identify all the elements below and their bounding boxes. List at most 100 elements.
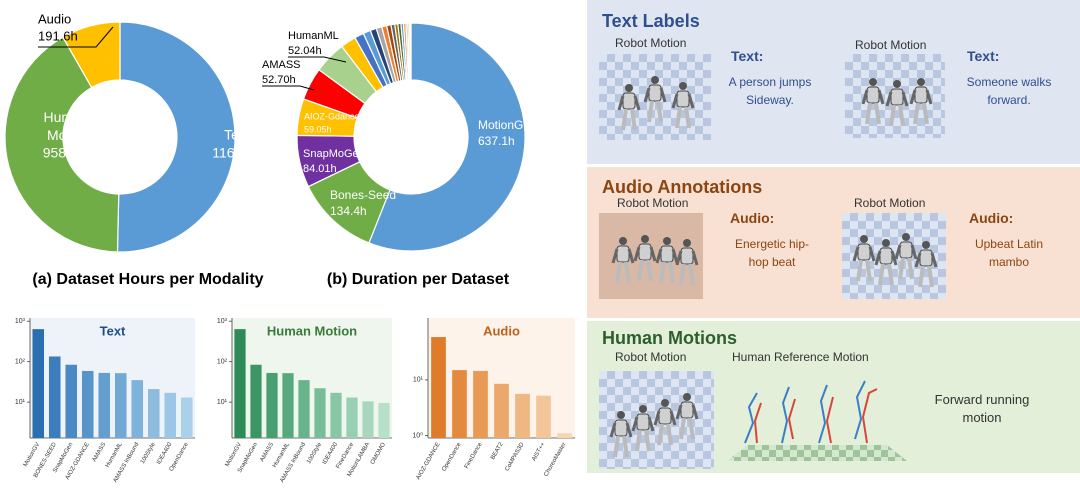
panel-title: Text Labels <box>602 11 700 31</box>
y-tick-label: 10⁰ <box>412 431 423 439</box>
donut-slice <box>368 22 526 252</box>
slice-label: SnapMoGen <box>303 148 365 160</box>
chart-title: Text <box>100 323 126 338</box>
y-tick-label: 10¹ <box>413 377 424 384</box>
x-tick-label: AMASS <box>92 442 108 463</box>
x-tick-label: MotionGV <box>23 442 42 468</box>
slice-value-label: 59.05h <box>304 124 332 134</box>
slice-label: Audio <box>38 11 71 26</box>
label: Text: <box>967 48 1000 64</box>
robot-image <box>599 213 703 299</box>
x-tick-label: CoMPAS3D <box>504 441 525 472</box>
leader-line <box>288 56 347 63</box>
chart-title: Audio <box>483 323 520 338</box>
leader-line <box>262 85 315 91</box>
x-tick-label: FineDance <box>464 441 484 470</box>
x-tick-label: 100Style <box>140 441 157 465</box>
slice-value-label: 1166.6h <box>212 145 262 161</box>
bar <box>452 370 467 438</box>
y-tick-label: 10² <box>217 359 228 366</box>
slice-value-label: 84.01h <box>303 163 337 175</box>
slice-value-label: 52.04h <box>288 45 322 57</box>
audio-label: Energetic hip-hop beat <box>734 237 810 269</box>
x-tick-label: OpenDance <box>441 441 463 472</box>
label-line: Motion <box>47 127 89 143</box>
leader-line <box>38 26 114 48</box>
x-tick-label: BEAT2 <box>490 441 505 461</box>
bar <box>65 364 78 438</box>
x-tick-label: ChoreoMaster <box>543 442 567 478</box>
chart-title: Human Motion <box>267 323 357 338</box>
label: Audio: <box>969 210 1014 226</box>
bar <box>431 337 446 438</box>
caption: Robot Motion <box>617 196 689 210</box>
bar <box>314 388 326 438</box>
text-label: Someone walks forward. <box>966 75 1052 107</box>
slice-value-label: 52.70h <box>262 74 296 86</box>
slice-label: Bones-Seed <box>330 188 396 202</box>
robot-image <box>845 54 945 138</box>
bar <box>32 329 45 438</box>
donut-slice <box>4 36 120 253</box>
caption: Robot Motion <box>854 196 926 210</box>
y-tick-label: 10³ <box>217 318 228 325</box>
caption: Robot Motion <box>615 36 687 50</box>
donut-slice <box>116 21 236 253</box>
bar <box>362 401 374 438</box>
bar <box>250 364 262 438</box>
bar <box>346 397 358 438</box>
panel-title: Audio Annotations <box>602 177 763 197</box>
bar <box>536 395 551 438</box>
slice-label: MotionGV <box>478 118 531 132</box>
robot-image <box>599 371 714 469</box>
caption: Robot Motion <box>615 350 687 364</box>
bar <box>81 370 94 438</box>
panel-title: Human Motions <box>602 328 737 348</box>
bar <box>282 373 294 438</box>
bar <box>164 392 177 438</box>
text-label: A person jumps Sideway. <box>728 75 812 107</box>
x-tick-label: IDEA400 <box>156 441 174 465</box>
bar <box>298 380 310 438</box>
slice-value-label: 134.4h <box>330 204 367 218</box>
x-tick-label: IDEA400 <box>322 441 340 465</box>
bar <box>48 356 61 438</box>
slice-label: HumanML <box>288 30 339 42</box>
reference-motion-image <box>727 380 907 461</box>
y-tick-label: 10² <box>15 359 26 366</box>
chart-title: (a) Dataset Hours per Modality <box>32 271 263 288</box>
slice-label: AIOZ-Gdance <box>304 111 360 121</box>
slice-label: AMASS <box>262 59 301 71</box>
chart-title: (b) Duration per Dataset <box>327 271 510 288</box>
bar <box>114 373 127 438</box>
label: Audio: <box>730 210 775 226</box>
donut-slice <box>409 22 412 81</box>
text-labels-panel: Text Labels Robot Motion Text: A person … <box>587 0 1080 164</box>
x-tick-label: AMASS <box>259 442 275 463</box>
bar <box>330 392 342 438</box>
slice-value-label: 958.77h <box>43 145 94 161</box>
bar <box>494 383 509 438</box>
bar <box>378 403 390 438</box>
label: Text: <box>731 48 764 64</box>
bar <box>234 329 246 438</box>
slice-label: Human Motion <box>43 109 92 143</box>
bar <box>473 370 488 438</box>
donut-slice <box>62 21 121 89</box>
slice-label: Text <box>224 127 250 143</box>
caption: Robot Motion <box>855 38 927 52</box>
audio-panel: Audio Annotations Robot Motion Audio: En… <box>587 167 1080 318</box>
label-line: Human <box>43 109 92 125</box>
slice-value-label: 191.6h <box>38 28 78 43</box>
y-tick-label: 10¹ <box>15 399 26 406</box>
charts: Text 1166.6h Human Motion 958.77h Audio 191.6… <box>4 11 575 484</box>
bar <box>266 372 278 438</box>
bar <box>98 372 111 438</box>
robot-image <box>842 213 946 299</box>
bar <box>147 389 160 438</box>
slice-value-label: 637.1h <box>478 134 515 148</box>
x-tick-label: AIOZ-GDANCE <box>416 442 442 481</box>
human-motion-panel: Human Motions Robot Motion Human Referen… <box>587 321 1080 473</box>
robot-image <box>599 54 711 140</box>
